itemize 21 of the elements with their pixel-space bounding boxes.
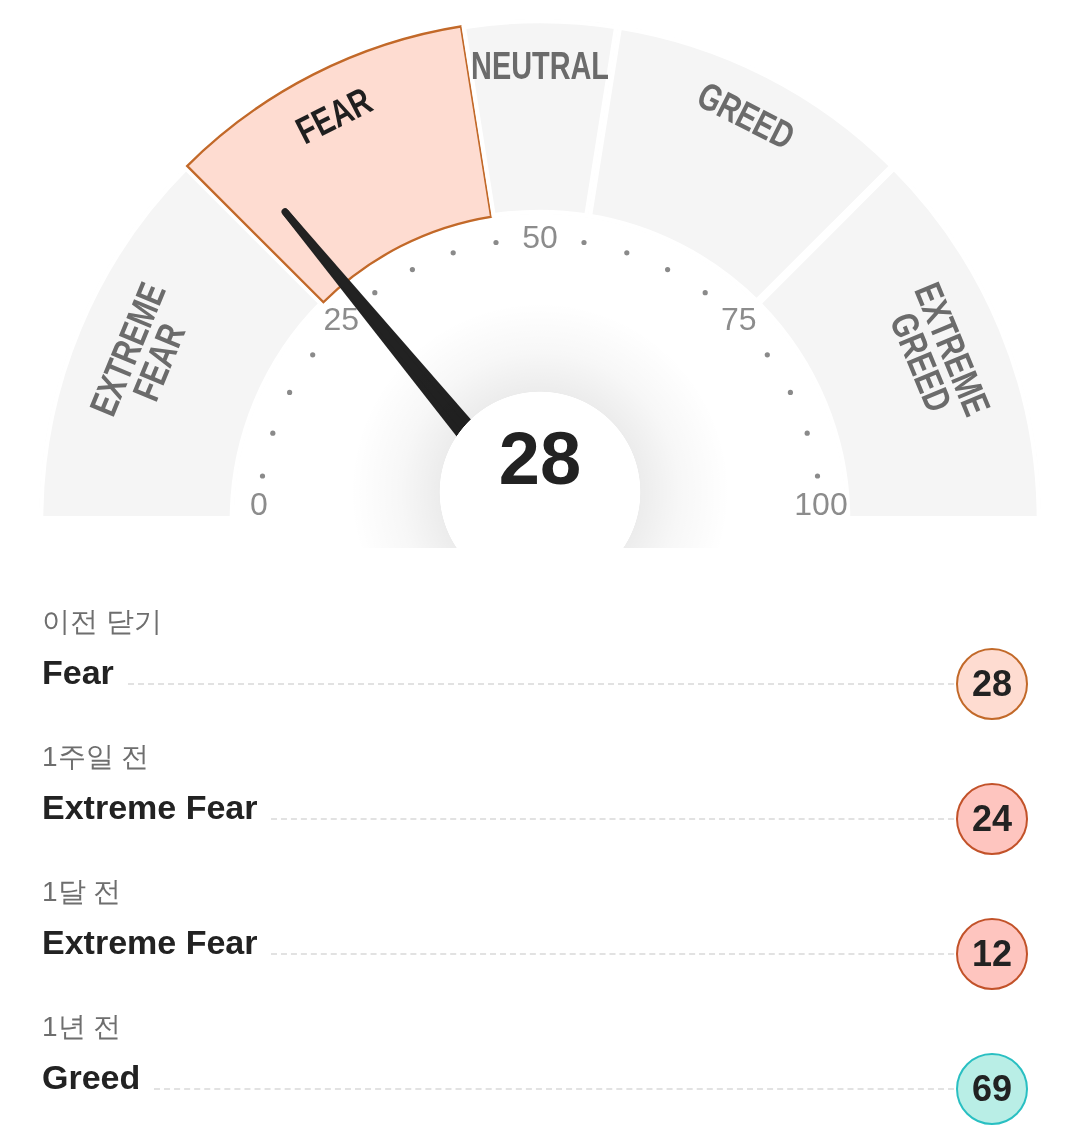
data-label: 69 [956, 1053, 1028, 1125]
text: Fear [42, 652, 114, 693]
category-label: 1달 전 [42, 875, 122, 909]
slice-label: GREED [690, 72, 802, 158]
text: Greed [42, 1057, 141, 1098]
slice-label: FEAR [289, 78, 379, 153]
text: 75 [720, 301, 757, 338]
text: Extreme Fear [42, 922, 258, 963]
text: 25 [323, 301, 360, 338]
text: Extreme Fear [42, 787, 258, 828]
slice-label: NEUTRAL [471, 44, 609, 88]
text: 50 [522, 218, 558, 255]
category-label: 이전 닫기 [42, 605, 162, 639]
text: 0 [250, 485, 268, 522]
data-label: 28 [956, 648, 1028, 720]
data-label: 12 [956, 918, 1028, 990]
text: 28 [497, 416, 583, 502]
data-label: 24 [956, 783, 1028, 855]
text: 100 [794, 485, 848, 522]
category-label: 1년 전 [42, 1010, 122, 1044]
category-label: 1주일 전 [42, 740, 150, 774]
